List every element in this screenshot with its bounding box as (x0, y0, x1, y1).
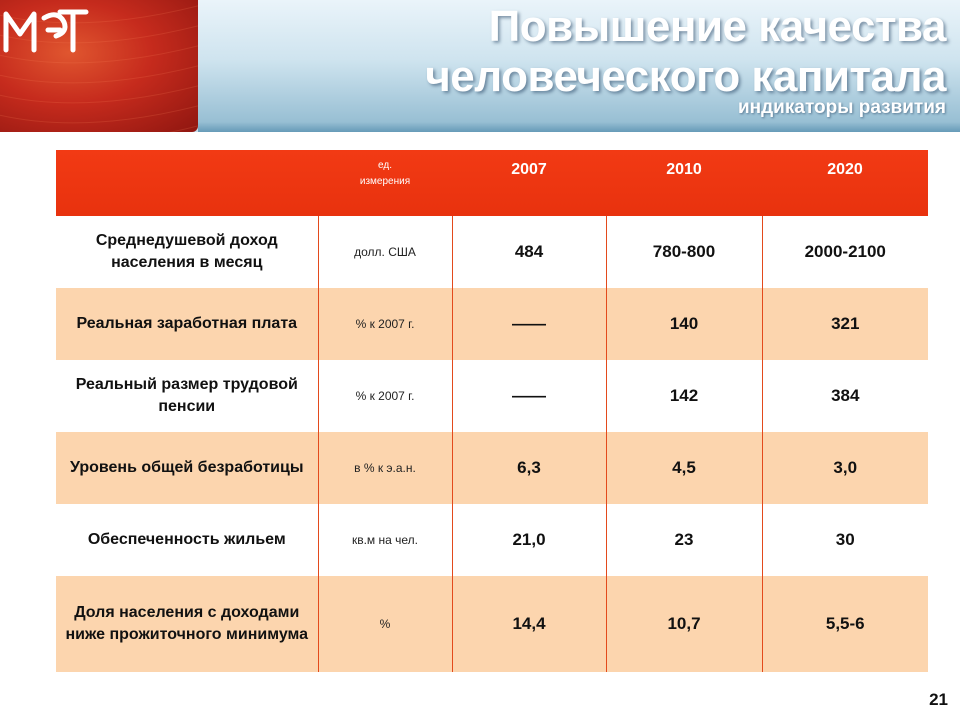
table-header-row: ед. измерения 2007 2010 2020 (56, 150, 928, 216)
header-year-2020: 2020 (827, 161, 863, 178)
row-name: Уровень общей безработицы (69, 459, 304, 476)
slide-title-line2: человеческого капитала (425, 52, 946, 101)
row-name: Среднедушевой доход населения в месяц (95, 232, 278, 271)
header-unit-cell: ед. измерения (318, 150, 452, 216)
row-name: Обеспеченность жильем (87, 531, 286, 548)
row-value-2020: 30 (761, 504, 928, 576)
slide-title: Повышение качества человеческого капитал… (425, 2, 946, 102)
row-value-2010: 4,5 (605, 432, 762, 504)
row-value-2007: 21,0 (451, 504, 606, 576)
row-value-2020: 321 (761, 288, 928, 360)
row-value-2007: —— (451, 360, 606, 432)
row-name: Реальный размер трудовой пенсии (75, 376, 298, 415)
row-value-2020: 5,5-6 (761, 576, 928, 672)
row-value-2010: 23 (605, 504, 762, 576)
unit-header-line1: ед. (378, 160, 392, 171)
page-number: 21 (929, 690, 948, 709)
row-value-2007: 14,4 (451, 576, 606, 672)
row-value-2007: —— (451, 288, 606, 360)
table-row: Среднедушевой доход населения в месяц до… (56, 216, 928, 288)
table-row: Реальная заработная плата % к 2007 г. ——… (56, 288, 928, 360)
row-unit: % к 2007 г. (317, 360, 452, 432)
row-unit: в % к э.а.н. (317, 432, 452, 504)
row-value-2020: 3,0 (761, 432, 928, 504)
row-value-2010: 780-800 (605, 216, 762, 288)
header-year-2010: 2010 (666, 161, 702, 178)
row-unit: % к 2007 г. (317, 288, 452, 360)
table-row: Обеспеченность жильем кв.м на чел. 21,0 … (56, 504, 928, 576)
table-row: Реальный размер трудовой пенсии % к 2007… (56, 360, 928, 432)
row-name: Доля населения с доходами ниже прожиточн… (65, 604, 309, 643)
slide-header: Повышение качества человеческого капитал… (0, 0, 960, 132)
header-year-2007: 2007 (511, 161, 547, 178)
title-band-shadow (198, 122, 960, 132)
row-value-2020: 384 (761, 360, 928, 432)
logo-panel (0, 0, 198, 132)
row-unit: кв.м на чел. (317, 504, 452, 576)
row-value-2010: 140 (605, 288, 762, 360)
row-value-2007: 6,3 (451, 432, 606, 504)
unit-header-line2: измерения (359, 176, 411, 187)
row-unit: долл. США (317, 216, 452, 288)
row-name: Реальная заработная плата (76, 315, 298, 332)
row-unit: % (317, 576, 452, 672)
title-band (198, 0, 960, 132)
indicators-table: ед. измерения 2007 2010 2020 Среднедушев… (56, 150, 928, 672)
mert-logo (3, 9, 89, 53)
row-value-2010: 10,7 (605, 576, 762, 672)
slide-subtitle: индикаторы развития (737, 97, 946, 118)
table-row: Уровень общей безработицы в % к э.а.н. 6… (56, 432, 928, 504)
header-name-cell (56, 150, 318, 216)
row-value-2007: 484 (451, 216, 606, 288)
table-row: Доля населения с доходами ниже прожиточн… (56, 576, 928, 672)
slide-title-line1: Повышение качества (488, 2, 947, 51)
row-value-2020: 2000-2100 (761, 216, 928, 288)
row-value-2010: 142 (605, 360, 762, 432)
